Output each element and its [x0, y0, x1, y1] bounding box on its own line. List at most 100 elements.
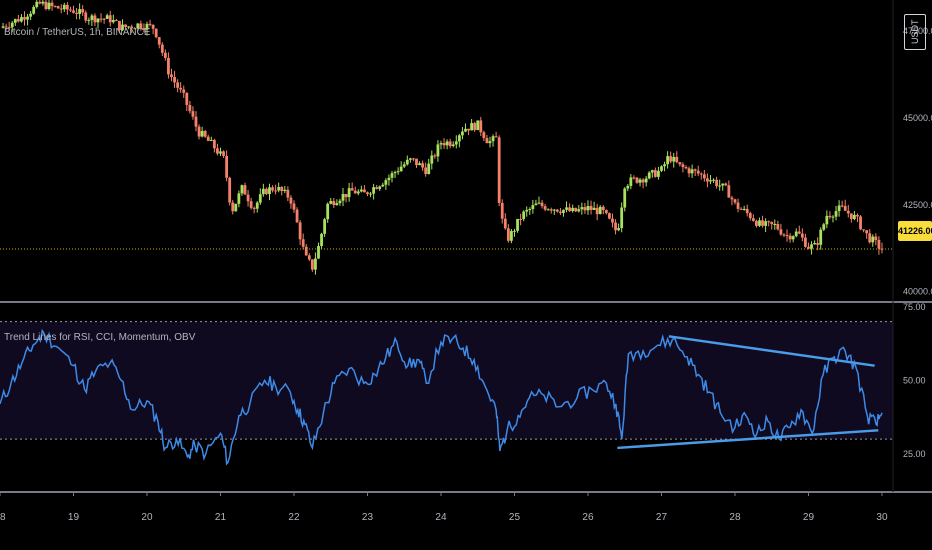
candle-body — [657, 170, 660, 177]
candle-body — [72, 10, 75, 13]
candle-body — [59, 8, 63, 10]
candle-body — [396, 171, 400, 173]
candle-body — [167, 57, 170, 75]
candle-body — [577, 209, 581, 212]
candle-body — [289, 197, 293, 204]
candle-body — [562, 209, 565, 213]
candle-body — [849, 213, 853, 220]
candle-body — [617, 228, 621, 231]
indicator-series-line — [0, 328, 883, 466]
candle-body — [571, 207, 575, 212]
candle-body — [822, 224, 826, 230]
candle-body — [503, 218, 507, 229]
candle-body — [635, 177, 639, 183]
candle-body — [555, 209, 559, 212]
candle-body — [742, 208, 746, 210]
candle-body — [461, 131, 464, 136]
candle-body — [706, 178, 709, 182]
time-tick-label: 28 — [729, 512, 741, 523]
candle-body — [653, 170, 657, 177]
indicator-pane[interactable] — [0, 321, 893, 466]
currency-button[interactable]: USDT — [904, 14, 926, 50]
candle-body — [4, 26, 8, 28]
candle-body — [243, 185, 247, 195]
candle-body — [197, 126, 201, 137]
trend-line[interactable] — [668, 335, 875, 367]
time-tick-label: 24 — [435, 512, 447, 523]
candle-body — [751, 218, 755, 221]
candle-body — [249, 201, 253, 208]
candle-body — [745, 208, 749, 214]
candle-body — [127, 26, 131, 28]
candle-body — [225, 155, 229, 178]
candle-body — [724, 183, 728, 186]
candle-body — [301, 239, 305, 247]
candle-body — [212, 139, 216, 149]
candle-body — [549, 209, 553, 211]
candle-body — [307, 255, 311, 260]
candle-body — [611, 218, 614, 223]
candle-body — [326, 203, 330, 220]
candle-body — [647, 172, 651, 179]
candle-body — [154, 28, 158, 38]
candle-body — [317, 246, 320, 259]
candle-body — [696, 170, 700, 174]
candle-body — [736, 202, 740, 209]
candle-body — [148, 23, 152, 25]
candle-body — [347, 188, 351, 198]
trend-line[interactable] — [617, 429, 879, 450]
candle-body — [748, 213, 752, 219]
last-price-label: 41226.00 — [898, 221, 932, 241]
candle-body — [93, 15, 97, 23]
candle-body — [412, 158, 415, 160]
candle-body — [114, 20, 118, 22]
candle-body — [255, 202, 259, 209]
candle-body — [350, 188, 354, 191]
candle-body — [758, 220, 761, 226]
candle-body — [828, 215, 832, 218]
candle-body — [188, 104, 192, 112]
candle-body — [669, 156, 673, 162]
candle-body — [271, 187, 274, 191]
candle-body — [513, 230, 516, 232]
candle-body — [666, 156, 670, 165]
candle-body — [712, 179, 715, 181]
candle-body — [145, 23, 149, 30]
candle-body — [295, 209, 299, 223]
candle-body — [500, 202, 504, 219]
candle-body — [69, 9, 72, 11]
candle-body — [47, 2, 51, 10]
candle-body — [580, 207, 584, 210]
indicator-tick-label: 25.00 — [903, 449, 926, 459]
candle-body — [283, 189, 287, 192]
candle-body — [136, 23, 140, 29]
time-tick-label: 22 — [288, 512, 300, 523]
candle-body — [464, 128, 467, 132]
candle-body — [216, 148, 219, 154]
candle-body — [430, 155, 434, 164]
candle-body — [650, 170, 654, 173]
candle-body — [228, 177, 232, 203]
candle-body — [139, 23, 143, 29]
candle-body — [99, 18, 103, 20]
candle-body — [84, 12, 88, 21]
candle-body — [840, 205, 844, 207]
candle-body — [559, 211, 562, 213]
candles — [1, 0, 884, 275]
candle-body — [372, 187, 376, 194]
candle-body — [644, 178, 648, 183]
candle-body — [44, 1, 48, 10]
candle-body — [525, 209, 529, 212]
candle-body — [516, 218, 519, 231]
candle-body — [788, 235, 792, 240]
candle-body — [62, 4, 66, 10]
candle-body — [237, 193, 241, 204]
candle-body — [23, 17, 26, 20]
candle-body — [96, 18, 100, 23]
candle-body — [170, 74, 173, 77]
candle-body — [837, 205, 841, 212]
candle-body — [405, 159, 409, 165]
candle-body — [601, 206, 605, 211]
candle-body — [715, 179, 719, 187]
